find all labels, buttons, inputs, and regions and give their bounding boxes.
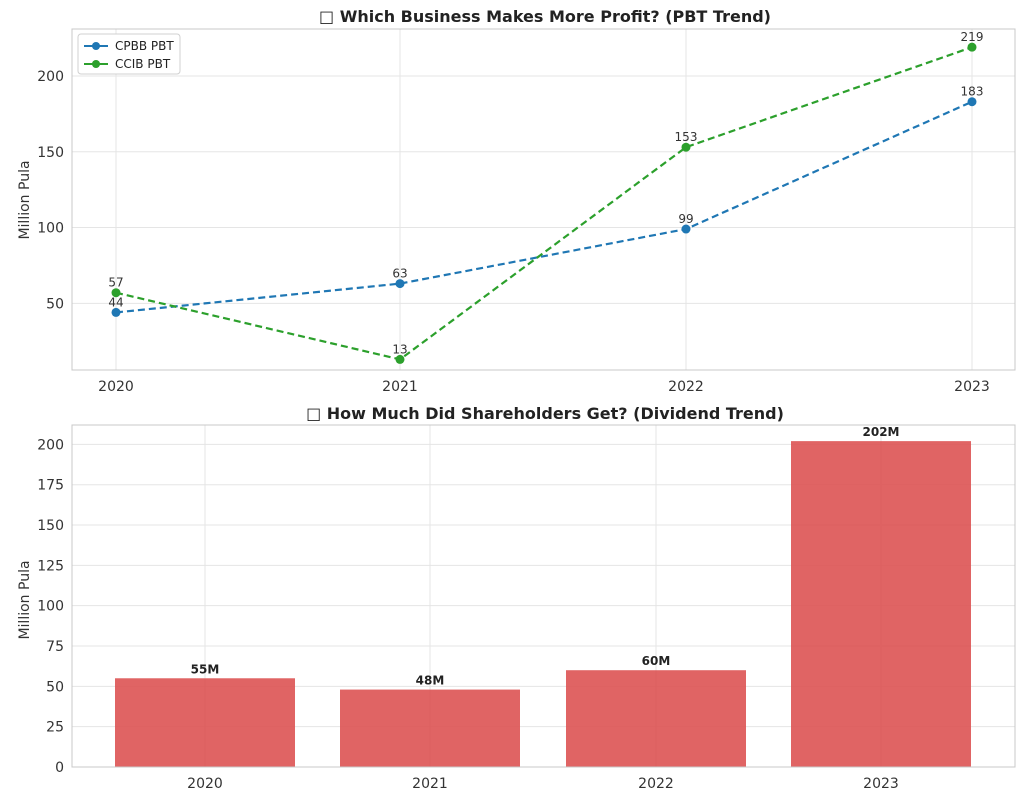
- bar-value-label: 55M: [191, 662, 220, 676]
- series-ccib-pbt: 57 13 153 219: [108, 30, 983, 364]
- bar: [340, 689, 520, 767]
- y-tick-label: 50: [46, 679, 64, 695]
- bar-value-label: 60M: [642, 654, 671, 668]
- y-tick-label: 200: [37, 437, 64, 453]
- series-line: [115, 100, 973, 314]
- data-label: 57: [108, 276, 123, 290]
- y-tick-label: 0: [55, 760, 64, 776]
- data-label: 63: [392, 267, 407, 281]
- y-tick-label: 150: [37, 518, 64, 534]
- x-tick-label: 2021: [382, 379, 418, 395]
- legend-item: CPBB PBT: [84, 39, 174, 53]
- pbt-trend-chart: □ Which Business Makes More Profit? (PBT…: [17, 7, 1016, 395]
- data-label: 99: [678, 212, 693, 226]
- bar: [566, 670, 746, 767]
- y-tick-label: 25: [46, 720, 64, 736]
- plot-area-frame: [71, 28, 1016, 371]
- chart-title: □ How Much Did Shareholders Get? (Divide…: [306, 404, 784, 423]
- data-point: [111, 288, 121, 298]
- data-point: [395, 279, 405, 289]
- x-tick-label: 2020: [187, 776, 223, 792]
- y-tick-label: 150: [37, 145, 64, 161]
- data-point: [681, 224, 691, 234]
- x-tick-label: 2022: [638, 776, 674, 792]
- y-axis-label: Million Pula: [17, 160, 33, 239]
- data-label: 219: [961, 30, 984, 44]
- data-label: 153: [675, 130, 698, 144]
- y-tick-label: 100: [37, 599, 64, 615]
- x-tick-label: 2022: [668, 379, 704, 395]
- y-tick-label: 100: [37, 221, 64, 237]
- bar-value-label: 48M: [416, 674, 445, 688]
- legend-label: CPBB PBT: [115, 39, 174, 53]
- chart-title: □ Which Business Makes More Profit? (PBT…: [319, 7, 771, 26]
- y-tick-label: 125: [37, 558, 64, 574]
- data-point: [681, 142, 691, 152]
- bar: [115, 678, 295, 767]
- plot-area-frame: [71, 424, 1016, 768]
- legend-item: CCIB PBT: [84, 57, 171, 71]
- y-tick-label: 175: [37, 478, 64, 494]
- x-tick-label: 2021: [412, 776, 448, 792]
- y-axis-label: Million Pula: [17, 560, 33, 639]
- bar: [791, 441, 971, 767]
- x-tick-label: 2023: [954, 379, 990, 395]
- y-tick-label: 50: [46, 296, 64, 312]
- data-point: [967, 97, 977, 107]
- data-label: 13: [392, 342, 407, 356]
- series-line: [115, 46, 973, 361]
- dividend-trend-chart: □ How Much Did Shareholders Get? (Divide…: [17, 404, 1016, 792]
- legend-label: CCIB PBT: [115, 57, 171, 71]
- bar-value-label: 202M: [863, 425, 900, 439]
- data-label: 183: [961, 85, 984, 99]
- legend-swatch-marker: [92, 42, 100, 50]
- data-label: 44: [108, 295, 123, 309]
- legend-swatch-marker: [92, 60, 100, 68]
- x-tick-label: 2020: [98, 379, 134, 395]
- y-tick-label: 200: [37, 69, 64, 85]
- x-tick-label: 2023: [863, 776, 899, 792]
- series-cpbb-pbt: 44 63 99 183: [108, 85, 983, 317]
- data-point: [395, 354, 405, 364]
- data-point: [111, 307, 121, 317]
- data-point: [967, 42, 977, 52]
- y-tick-label: 75: [46, 639, 64, 655]
